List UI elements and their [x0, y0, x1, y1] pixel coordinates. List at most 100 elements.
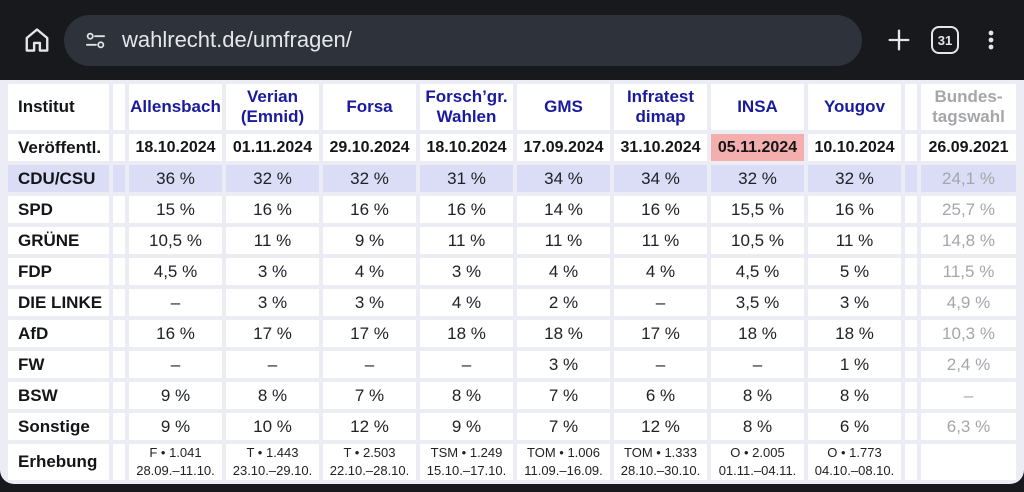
poll-value: 8 %: [226, 382, 319, 409]
poll-value: 11 %: [517, 227, 610, 254]
institute-link[interactable]: Allensbach: [129, 84, 222, 130]
poll-value: –: [129, 289, 222, 316]
poll-value: 10,5 %: [711, 227, 804, 254]
spacer-cell: [905, 196, 917, 223]
poll-table-body: Veröffentl. 18.10.2024 01.11.2024 29.10.202…: [8, 134, 1016, 480]
party-label: Sonstige: [8, 413, 109, 440]
poll-value: 34 %: [517, 165, 610, 192]
poll-value: 18 %: [420, 320, 513, 347]
poll-value: 12 %: [614, 413, 707, 440]
spacer-cell: [905, 165, 917, 192]
institute-link[interactable]: Forsch’gr. Wahlen: [420, 84, 513, 130]
release-date-election: 26.09.2021: [921, 134, 1016, 161]
party-row: CDU/CSU 36 % 32 % 32 % 31 % 34 % 34 % 32 % 32 % 2…: [8, 165, 1016, 192]
poll-value: 3 %: [420, 258, 513, 285]
institute-link[interactable]: GMS: [517, 84, 610, 130]
survey-details: T • 1.443 23.10.–29.10.: [226, 444, 319, 480]
election-result-value: 2,4 %: [921, 351, 1016, 378]
election-result-value: 14,8 %: [921, 227, 1016, 254]
poll-value: 11 %: [614, 227, 707, 254]
poll-value: 2 %: [517, 289, 610, 316]
spacer-cell: [113, 84, 125, 130]
tab-switcher-button[interactable]: 31: [922, 15, 968, 65]
poll-value: 32 %: [323, 165, 416, 192]
url-bar[interactable]: wahlrecht.de/umfragen/: [64, 14, 862, 66]
poll-value: 15,5 %: [711, 196, 804, 223]
poll-value: 8 %: [711, 413, 804, 440]
url-text[interactable]: wahlrecht.de/umfragen/: [122, 27, 352, 52]
browser-menu-button[interactable]: [968, 15, 1014, 65]
institute-link[interactable]: Forsa: [323, 84, 416, 130]
row-label: Veröffentl.: [8, 134, 109, 161]
poll-value: 11 %: [226, 227, 319, 254]
poll-value: 9 %: [129, 382, 222, 409]
survey-details-row: Erhebung F • 1.041 28.09.–11.10. T • 1.443…: [8, 444, 1016, 480]
party-row: AfD 16 % 17 % 17 % 18 % 18 % 17 % 18 % 18 % 10,3 …: [8, 320, 1016, 347]
party-label: FDP: [8, 258, 109, 285]
poll-value: 16 %: [129, 320, 222, 347]
spacer-cell: [113, 134, 125, 161]
spacer-cell: [905, 134, 917, 161]
release-date: 31.10.2024: [614, 134, 707, 161]
poll-value: 4 %: [517, 258, 610, 285]
poll-value: 3 %: [323, 289, 416, 316]
party-label: SPD: [8, 196, 109, 223]
web-page-content: Institut Allensbach Verian (Emnid) Forsa For…: [0, 80, 1024, 484]
survey-details: TOM • 1.333 28.10.–30.10.: [614, 444, 707, 480]
poll-value: 18 %: [808, 320, 901, 347]
poll-value: 18 %: [517, 320, 610, 347]
poll-value: –: [420, 351, 513, 378]
poll-value: 17 %: [226, 320, 319, 347]
row-label: Erhebung: [8, 444, 109, 480]
poll-value: 4 %: [614, 258, 707, 285]
party-label: FW: [8, 351, 109, 378]
poll-table: Institut Allensbach Verian (Emnid) Forsa For…: [4, 80, 1020, 484]
party-label: DIE LINKE: [8, 289, 109, 316]
spacer-cell: [905, 84, 917, 130]
party-row: FW – – – –3 % – –1 % 2,4 %: [8, 351, 1016, 378]
poll-value: 16 %: [614, 196, 707, 223]
poll-value: 4,5 %: [129, 258, 222, 285]
spacer-cell: [113, 258, 125, 285]
poll-value: 14 %: [517, 196, 610, 223]
institute-link[interactable]: Infratest dimap: [614, 84, 707, 130]
institute-link[interactable]: Verian (Emnid): [226, 84, 319, 130]
tab-count-badge: 31: [931, 26, 959, 54]
survey-details: TOM • 1.006 11.09.–16.09.: [517, 444, 610, 480]
site-settings-icon[interactable]: [84, 29, 107, 52]
party-row: FDP 4,5 % 3 % 4 % 3 % 4 % 4 % 4,5 % 5 % 11,5 %: [8, 258, 1016, 285]
poll-value: 8 %: [808, 382, 901, 409]
poll-value: 10,5 %: [129, 227, 222, 254]
spacer-cell: [113, 196, 125, 223]
party-label: GRÜNE: [8, 227, 109, 254]
poll-table-head: Institut Allensbach Verian (Emnid) Forsa For…: [8, 84, 1016, 130]
poll-value: 4 %: [420, 289, 513, 316]
poll-value: 8 %: [711, 382, 804, 409]
election-result-value: 6,3 %: [921, 413, 1016, 440]
spacer-cell: [113, 289, 125, 316]
poll-value: 36 %: [129, 165, 222, 192]
poll-value: 16 %: [808, 196, 901, 223]
poll-value: –: [711, 351, 804, 378]
home-button[interactable]: [14, 15, 60, 65]
institute-link[interactable]: INSA: [711, 84, 804, 130]
poll-value: 9 %: [323, 227, 416, 254]
poll-value: 9 %: [420, 413, 513, 440]
poll-value: 3 %: [226, 289, 319, 316]
institute-link[interactable]: Yougov: [808, 84, 901, 130]
poll-value: –: [323, 351, 416, 378]
release-date: 18.10.2024: [420, 134, 513, 161]
spacer-cell: [905, 227, 917, 254]
poll-value: 18 %: [711, 320, 804, 347]
poll-value: 7 %: [517, 382, 610, 409]
release-date: 17.09.2024: [517, 134, 610, 161]
poll-value: 12 %: [323, 413, 416, 440]
new-tab-button[interactable]: [876, 15, 922, 65]
poll-value: –: [614, 289, 707, 316]
spacer-cell: [905, 351, 917, 378]
party-label: AfD: [8, 320, 109, 347]
poll-value: 8 %: [420, 382, 513, 409]
release-date: 29.10.2024: [323, 134, 416, 161]
release-date-row: Veröffentl. 18.10.2024 01.11.2024 29.10.202…: [8, 134, 1016, 161]
release-date: 10.10.2024: [808, 134, 901, 161]
